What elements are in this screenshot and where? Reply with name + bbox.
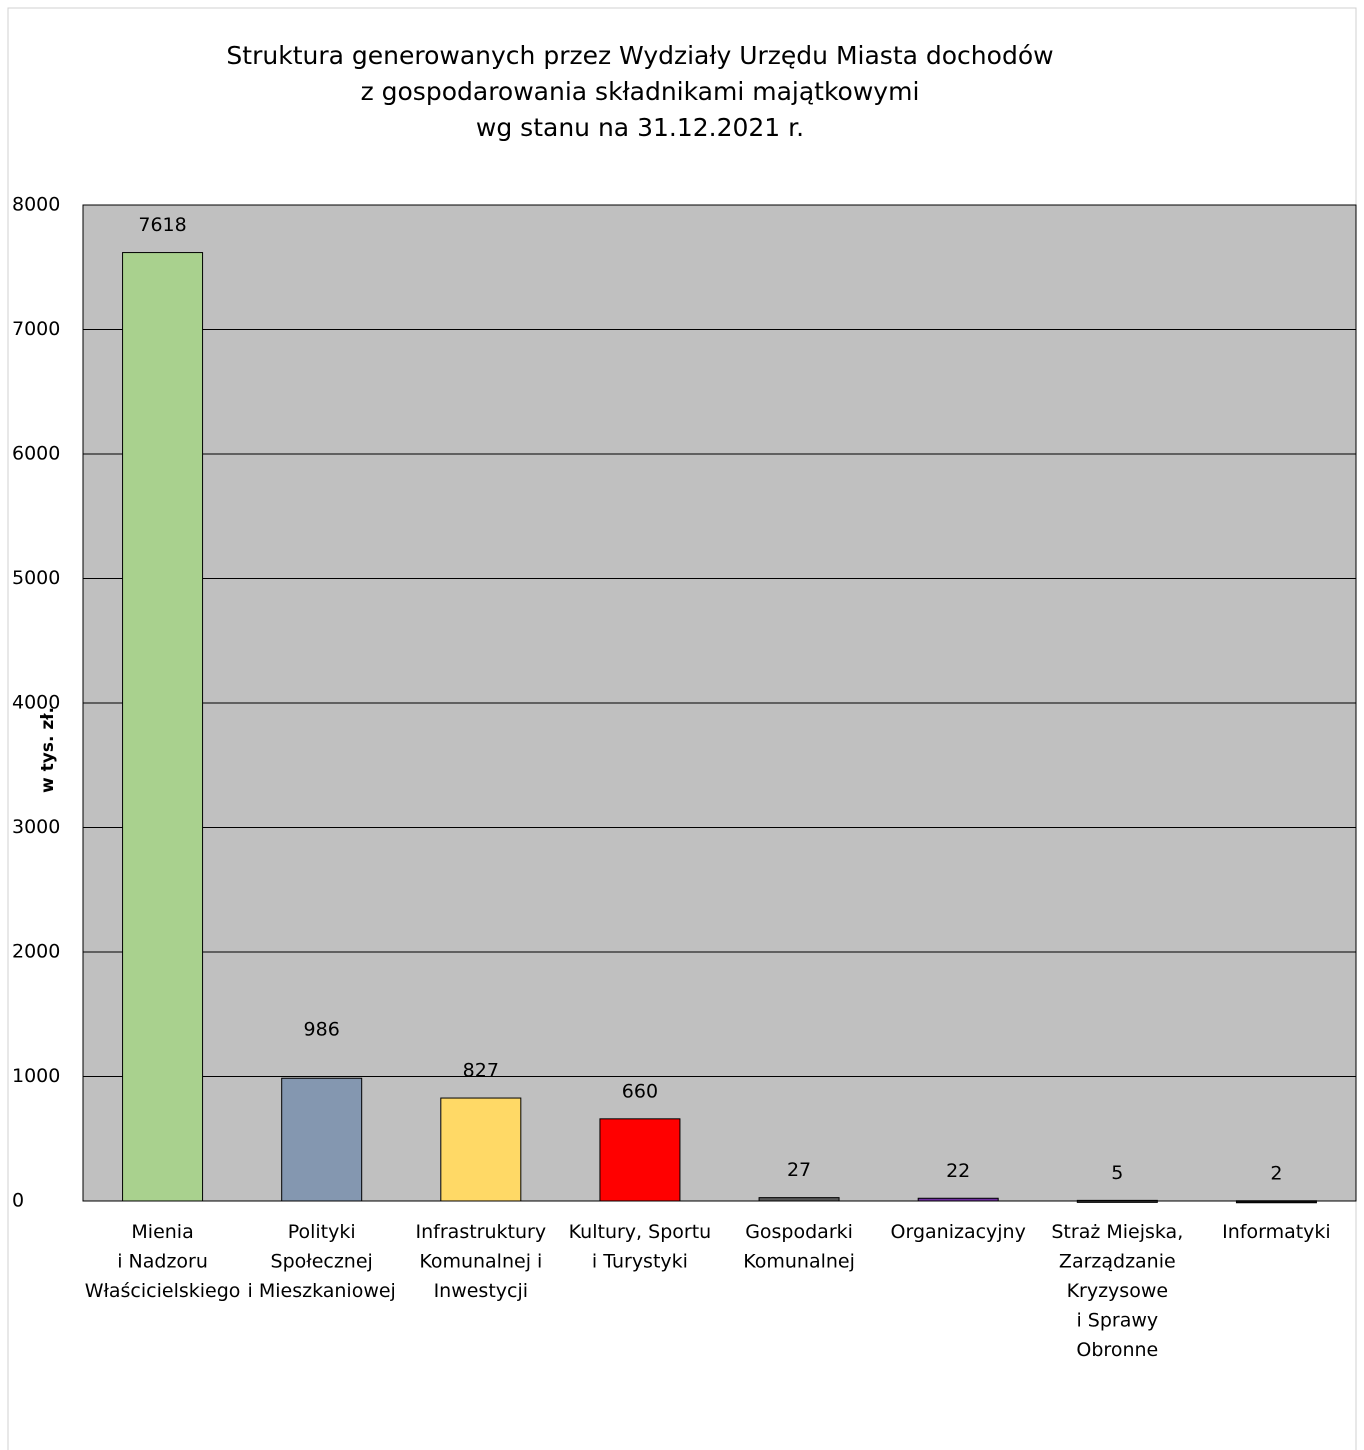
plot-border [82,204,1357,1202]
y-tick-label: 4000 [12,692,60,714]
data-label: 986 [304,1019,340,1041]
x-tick-label: Infrastruktury Komunalnej i Inwestycji [416,1221,547,1302]
bar [122,252,204,1202]
data-label: 7618 [138,214,186,236]
x-tick-label: Straż Miejska, Zarządzanie Kryzysowe i Spra… [1051,1221,1183,1361]
bar [281,1077,363,1202]
data-label: 827 [463,1060,499,1082]
y-axis-label: w tys. zł. [38,707,58,793]
data-label: 27 [787,1159,811,1181]
chart-title: Struktura generowanych przez Wydziały Ur… [226,41,1053,142]
bar [1235,1200,1317,1204]
y-tick-label: 1000 [12,1065,60,1087]
data-label: 5 [1111,1162,1123,1184]
y-tick-label: 0 [12,1190,24,1212]
y-tick-label: 8000 [12,194,60,216]
y-tick-label: 2000 [12,941,60,963]
y-tick-label: 3000 [12,816,60,838]
y-tick-label: 5000 [12,567,60,589]
x-tick-label: Gospodarki Komunalnej [743,1221,855,1273]
y-tick-label: 7000 [12,318,60,340]
bar [599,1118,681,1202]
x-tick-label: Organizacyjny [891,1221,1026,1243]
bar [758,1197,840,1202]
data-label: 22 [946,1160,970,1182]
x-tick-label: Polityki Społecznej i Mieszkaniowej [248,1221,396,1302]
x-tick-label: Mienia i Nadzoru Właścicielskiego [85,1221,241,1302]
bar [440,1097,522,1202]
y-tick-label: 6000 [12,443,60,465]
x-tick-label: Kultury, Sportu i Turystyki [569,1221,712,1273]
data-label: 660 [622,1080,658,1102]
bar [917,1197,999,1202]
bar [1076,1199,1158,1203]
x-tick-label: Informatyki [1222,1221,1331,1243]
data-label: 2 [1270,1162,1282,1184]
